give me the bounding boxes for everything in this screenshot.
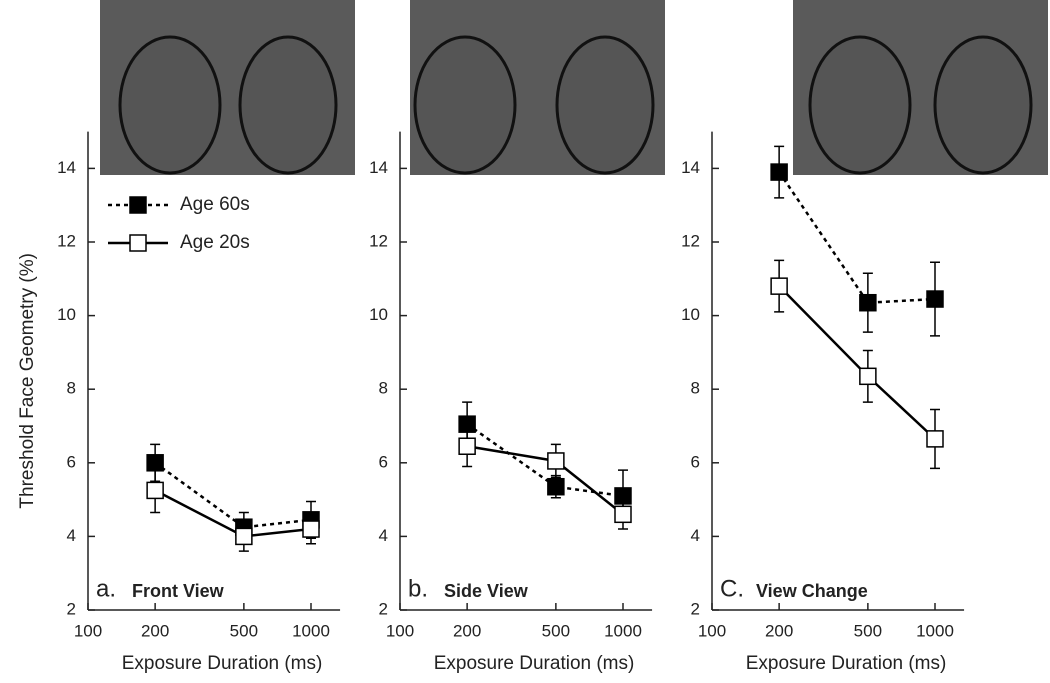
panel-title: Front View — [132, 581, 225, 601]
face-image-b — [410, 0, 665, 175]
panel-title: View Change — [756, 581, 868, 601]
y-tick-label: 6 — [691, 452, 700, 471]
y-tick-label: 8 — [691, 379, 700, 398]
y-tick-label: 6 — [67, 452, 76, 471]
x-axis-label: Exposure Duration (ms) — [122, 653, 323, 674]
marker — [859, 367, 877, 386]
y-tick-label: 2 — [691, 599, 700, 618]
marker — [547, 452, 565, 470]
series-line — [154, 489, 312, 538]
x-tick-label: 200 — [453, 621, 481, 640]
series-line — [466, 423, 624, 498]
marker — [926, 290, 944, 308]
y-tick-label: 10 — [57, 305, 76, 324]
x-tick-label: 200 — [141, 621, 169, 640]
x-tick-label: 100 — [386, 621, 414, 640]
y-tick-label: 4 — [67, 526, 76, 545]
y-tick-label: 2 — [67, 599, 76, 618]
x-tick-label: 100 — [74, 621, 102, 640]
panel-title: Side View — [444, 581, 529, 601]
panel-letter: a. — [96, 575, 116, 602]
x-tick-label: 1000 — [292, 621, 330, 640]
legend-marker — [129, 196, 147, 214]
x-tick-label: 1000 — [604, 621, 642, 640]
y-tick-label: 12 — [369, 231, 388, 250]
marker — [859, 293, 877, 312]
x-axis-label: Exposure Duration (ms) — [746, 653, 947, 674]
x-tick-label: 500 — [230, 621, 258, 640]
y-tick-label: 8 — [67, 379, 76, 398]
legend-label: Age 60s — [180, 194, 250, 215]
marker — [926, 430, 944, 448]
y-tick-label: 4 — [379, 526, 388, 545]
legend-label: Age 20s — [180, 232, 250, 253]
marker — [770, 163, 788, 181]
y-tick-label: 10 — [369, 305, 388, 324]
series-line — [778, 171, 936, 305]
x-tick-label: 200 — [765, 621, 793, 640]
face-image-a — [100, 0, 355, 175]
marker — [302, 520, 320, 538]
face-image-c — [793, 0, 1048, 175]
x-axis-label: Exposure Duration (ms) — [434, 653, 635, 674]
y-tick-label: 14 — [57, 158, 76, 177]
y-tick-label: 14 — [369, 158, 388, 177]
panel-letter: b. — [408, 575, 428, 602]
y-tick-label: 4 — [691, 526, 700, 545]
marker — [235, 527, 253, 546]
y-axis-label: Threshold Face Geometry (%) — [17, 253, 38, 509]
marker — [614, 505, 632, 524]
y-tick-label: 14 — [681, 158, 700, 177]
series-line — [154, 461, 312, 529]
panel-letter: C. — [720, 575, 744, 602]
marker — [146, 481, 164, 500]
x-tick-label: 500 — [542, 621, 570, 640]
marker — [770, 277, 788, 295]
legend-marker — [129, 234, 147, 252]
x-tick-label: 500 — [854, 621, 882, 640]
y-tick-label: 12 — [57, 231, 76, 250]
y-tick-label: 6 — [379, 452, 388, 471]
marker — [458, 437, 476, 455]
y-tick-label: 2 — [379, 599, 388, 618]
y-tick-label: 8 — [379, 379, 388, 398]
x-tick-label: 1000 — [916, 621, 954, 640]
y-tick-label: 10 — [681, 305, 700, 324]
series-line — [778, 285, 936, 440]
y-tick-label: 12 — [681, 231, 700, 250]
x-tick-label: 100 — [698, 621, 726, 640]
marker — [547, 477, 565, 496]
